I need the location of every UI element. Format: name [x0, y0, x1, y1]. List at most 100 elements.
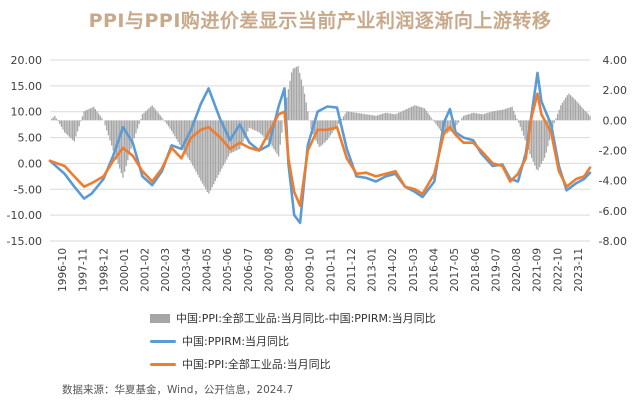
bar-diff [584, 110, 586, 121]
bar-diff [50, 118, 53, 121]
bar-diff [278, 120, 280, 157]
bar-diff [123, 120, 126, 172]
bar-diff [145, 111, 147, 121]
bar-diff [72, 120, 74, 140]
bar-diff [290, 72, 293, 121]
bar-diff [63, 120, 66, 133]
left-tick-label: -15.00 [7, 235, 42, 248]
legend-swatch-ppi [150, 362, 176, 366]
bar-diff [211, 120, 213, 188]
bar-diff [86, 109, 88, 121]
bar-diff [295, 66, 298, 121]
x-tick-label: 2018-06 [470, 248, 482, 292]
chart-title: PPI与PPI购进价差显示当前产业利润逐渐向上游转移 [88, 10, 552, 32]
x-tick-label: 2011-12 [346, 248, 358, 292]
left-tick-label: -5.00 [14, 183, 42, 196]
x-tick-label: 2003-04 [181, 248, 193, 292]
bar-diff [352, 112, 354, 121]
legend-label-diff: 中国:PPI:全部工业品:当月同比-中国:PPIRM:当月同比 [176, 312, 436, 325]
bar-diff [174, 120, 176, 137]
bar-diff [221, 120, 223, 169]
bar-diff [75, 120, 77, 137]
bar-diff [214, 120, 217, 182]
bar-diff [409, 107, 411, 121]
bar-diff [487, 112, 489, 121]
bar-diff [338, 120, 340, 124]
x-tick-label: 2007-08 [263, 248, 275, 292]
bar-diff [119, 120, 121, 169]
bar-diff [115, 120, 118, 160]
bar-diff [492, 111, 494, 121]
bar-diff [526, 120, 528, 146]
bar-diff [394, 114, 397, 121]
bar-diff [506, 108, 508, 121]
bar-diff [209, 120, 212, 191]
bar-diff [349, 111, 351, 121]
bar-diff [556, 114, 559, 121]
legend-swatch-diff [150, 313, 170, 323]
bar-diff [461, 118, 463, 121]
bar-diff [355, 112, 358, 121]
x-tick-label: 2000-01 [119, 248, 131, 292]
bar-diff [196, 120, 199, 175]
bar-diff [495, 110, 497, 121]
x-tick-label: 2002-03 [160, 248, 172, 292]
bar-diff [586, 112, 588, 121]
bar-diff [112, 120, 114, 151]
bar-diff [239, 120, 241, 149]
bar-diff [573, 98, 575, 121]
x-tick-label: 2019-07 [490, 248, 502, 292]
bar-diff [472, 112, 474, 121]
bar-diff [399, 112, 401, 121]
line-ppirm [48, 71, 592, 225]
bar-diff [260, 120, 262, 134]
bar-diff [281, 120, 283, 133]
bar-diff [206, 120, 208, 192]
bar-diff [451, 120, 453, 131]
bar-diff [419, 106, 421, 121]
bar-diff [470, 113, 473, 121]
bar-diff [62, 120, 64, 130]
x-tick-label: 2022-10 [552, 248, 564, 292]
bar-diff [104, 120, 106, 126]
bar-diff [265, 120, 267, 139]
bar-diff [229, 120, 231, 154]
bar-diff [534, 120, 536, 166]
bar-diff [318, 120, 320, 147]
line-ppi [48, 92, 592, 208]
x-tick-label: 2008-09 [284, 248, 296, 292]
bar-diff [508, 107, 510, 121]
bar-diff [530, 120, 533, 159]
x-tick-label: 2010-11 [325, 248, 337, 292]
bar-diff [130, 120, 132, 149]
bar-diff [93, 106, 95, 121]
bar-diff [344, 113, 346, 121]
source-note: 数据来源：华夏基金，Wind，公开信息，2024.7 [62, 384, 294, 396]
bar-diff [180, 120, 182, 148]
bar-diff [172, 120, 174, 134]
bar-diff [483, 113, 486, 121]
bar-diff [511, 106, 513, 121]
bar-diff [386, 113, 388, 121]
bar-diff [493, 111, 495, 121]
bar-diff [391, 113, 393, 121]
bar-diff [479, 113, 481, 121]
bar-diff [256, 120, 259, 132]
bar-diff [310, 120, 312, 129]
bar-diff [313, 120, 315, 138]
bar-diff [120, 120, 122, 174]
bar-diff [255, 120, 257, 131]
bar-diff [535, 120, 538, 170]
bar-diff [456, 120, 458, 125]
bar-diff [505, 108, 507, 121]
bar-diff [360, 113, 362, 121]
bar-diff [96, 111, 98, 121]
bar-diff [274, 120, 277, 152]
bar-diff [334, 120, 337, 129]
bar-diff [485, 113, 487, 121]
bar-diff [385, 112, 387, 121]
bar-diff [85, 110, 87, 121]
bar-diff [578, 103, 580, 121]
